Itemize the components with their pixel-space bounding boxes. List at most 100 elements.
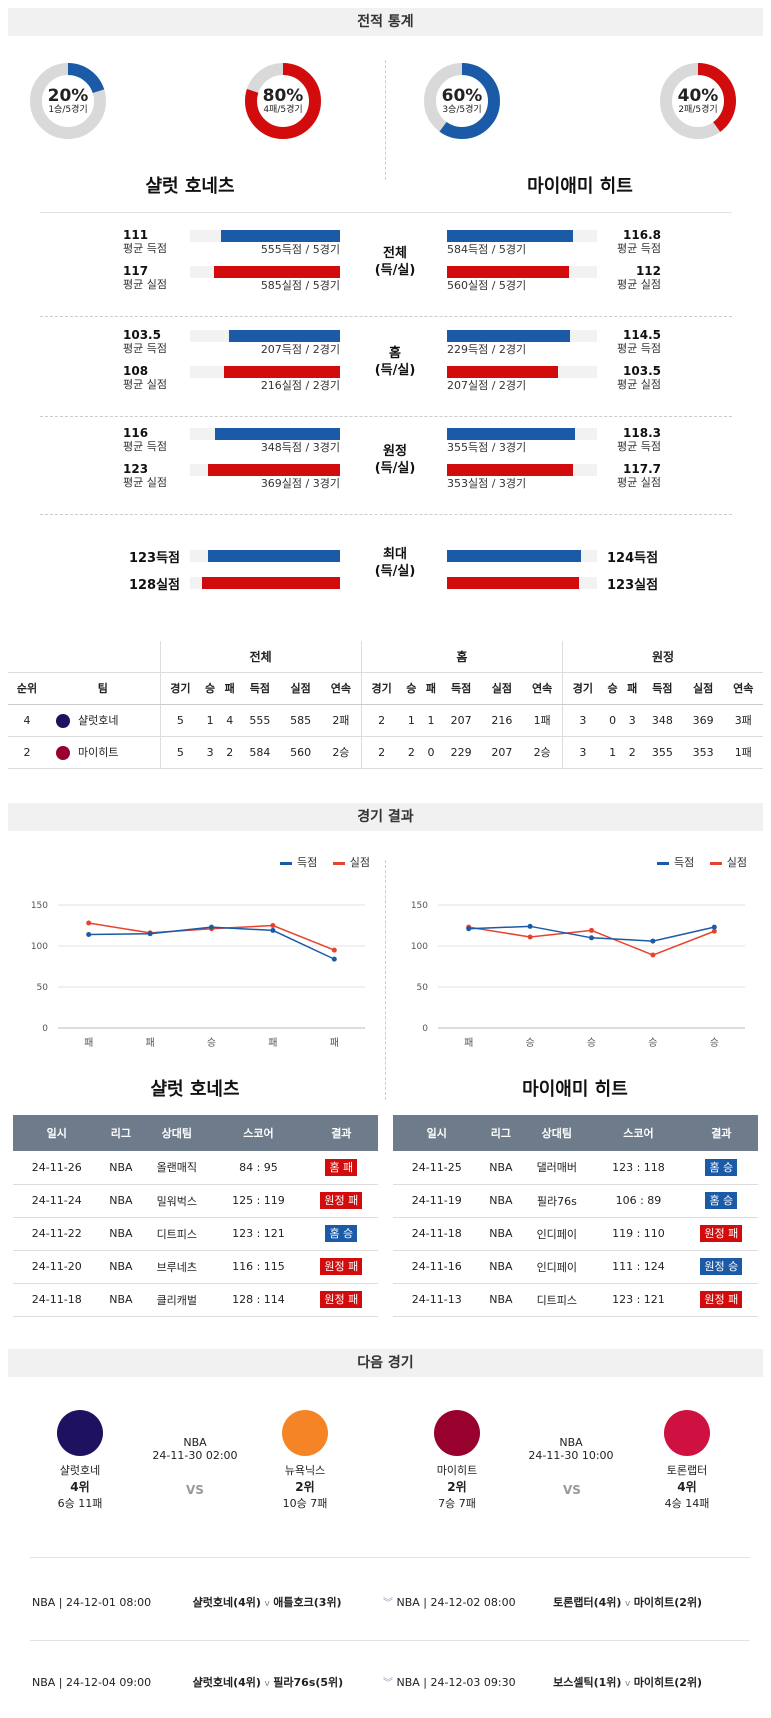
legend-label: 실점	[726, 856, 747, 869]
standings-cell: 560	[280, 736, 321, 769]
donut-ring	[424, 63, 500, 139]
standings-group: 홈	[360, 641, 563, 673]
next-game-away[interactable]: 뉴욕닉스 2위 10승 7패	[255, 1410, 355, 1511]
result-league: NBA	[100, 1250, 142, 1284]
team-logo-icon	[56, 714, 70, 728]
y-tick-label: 150	[31, 901, 48, 911]
bar-track	[447, 230, 597, 242]
divider	[40, 416, 732, 417]
bar-track	[447, 428, 597, 440]
result-cell: 원정 패	[304, 1184, 378, 1218]
results-table-left: 일시 리그 상대팀 스코어 결과 24-11-26 NBA 올랜매직 84 : 95 홈 패 24…	[13, 1115, 378, 1317]
right-bar	[447, 550, 581, 562]
results-col-header: 리그	[100, 1115, 142, 1151]
schedule-item[interactable]: NBA | 24-12-04 09:00 샬럿호네(4위) v 필라76s(5위…	[32, 1674, 343, 1690]
schedule-item[interactable]: ︾ NBA | 24-12-03 09:30 보스셀틱(1위) v 마이히트(2…	[383, 1674, 702, 1690]
right-bar	[447, 428, 575, 440]
results-row[interactable]: 24-11-22 NBA 디트피스 123 : 121 홈 승	[13, 1217, 378, 1251]
standings-cell: 2	[360, 704, 402, 737]
result-league: NBA	[100, 1217, 142, 1251]
right-bar-caption: 207실점 / 2경기	[447, 379, 527, 392]
result-league: NBA	[100, 1283, 142, 1317]
result-score: 123 : 121	[592, 1283, 685, 1317]
schedule-item[interactable]: ︾ NBA | 24-12-02 08:00 토론랩터(4위) v 마이히트(2…	[383, 1594, 702, 1610]
datetime: 24-11-30 02:00	[152, 1449, 238, 1462]
results-row[interactable]: 24-11-25 NBA 댈러매버 123 : 118 홈 승	[393, 1151, 758, 1185]
result-badge: 홈 패	[325, 1158, 358, 1176]
standings-cell: 2	[219, 736, 240, 769]
standings-cell: 0	[602, 704, 623, 737]
result-date: 24-11-19	[393, 1184, 481, 1218]
standings-cell: 3	[561, 704, 603, 737]
results-row[interactable]: 24-11-20 NBA 브루네츠 116 : 115 원정 패	[13, 1250, 378, 1284]
vs-label: VS	[563, 1483, 581, 1497]
standings-col-header: 패	[421, 672, 441, 705]
line-chart-left: 0 50 100 150 패 패 승 패 패	[31, 901, 365, 1049]
right-max-value: 123실점	[607, 578, 659, 593]
data-point	[527, 934, 533, 940]
standings-col-header: 득점	[642, 672, 683, 705]
standings-cell: 1패	[522, 704, 563, 737]
standings-row[interactable]: 2 마이히트 5 3 2 584 560 2승 2 2 0 229 207 2승 3 1 2 355 353 1패	[8, 736, 763, 769]
team-name-left: 샬럿 호네츠	[145, 176, 235, 197]
results-row[interactable]: 24-11-18 NBA 클리캐벌 128 : 114 원정 패	[13, 1283, 378, 1317]
stat-row: 123 평균 실점 369실점 / 3경기 353실점 / 3경기 117.7 평균 실점	[0, 462, 771, 492]
divider	[385, 60, 386, 180]
left-avg-value: 117	[123, 264, 149, 278]
donut-sub: 2패/5경기	[678, 104, 718, 115]
result-opponent: 브루네츠	[141, 1250, 213, 1284]
next-game-home[interactable]: 샬럿호네 4위 6승 11패	[30, 1410, 130, 1511]
result-cell: 원정 패	[304, 1250, 378, 1284]
bar-track	[447, 366, 597, 378]
result-league: NBA	[100, 1151, 142, 1185]
legend-label: 실점	[349, 856, 370, 869]
team-record: 10승 7패	[282, 1497, 328, 1510]
result-badge: 원정 패	[700, 1225, 743, 1242]
team-rank: 4위	[70, 1480, 90, 1494]
left-bar-caption: 348득점 / 3경기	[260, 441, 340, 454]
legend-swatch	[332, 861, 345, 865]
result-cell: 홈 승	[684, 1151, 758, 1185]
results-row[interactable]: 24-11-26 NBA 올랜매직 84 : 95 홈 패	[13, 1151, 378, 1185]
result-date: 24-11-26	[13, 1151, 101, 1185]
results-title-left: 샬럿 호네츠	[150, 1079, 240, 1100]
result-score: 123 : 118	[592, 1151, 685, 1185]
left-avg-value: 111	[123, 228, 149, 242]
next-game-home[interactable]: 마이히트 2위 7승 7패	[407, 1410, 507, 1511]
results-row[interactable]: 24-11-19 NBA 필라76s 106 : 89 홈 승	[393, 1184, 758, 1218]
y-tick-label: 50	[37, 983, 49, 993]
donut-ring	[30, 63, 106, 139]
bar-track	[190, 366, 340, 378]
right-avg-value: 114.5	[623, 328, 661, 342]
results-row[interactable]: 24-11-13 NBA 디트피스 123 : 121 원정 패	[393, 1283, 758, 1317]
result-cell: 원정 승	[684, 1250, 758, 1284]
schedule-item[interactable]: NBA | 24-12-01 08:00 샬럿호네(4위) v 애틀호크(3위)	[32, 1594, 342, 1610]
result-badge: 홈 승	[325, 1225, 358, 1242]
team-name-right: 마이애미 히트	[527, 176, 633, 197]
standings-row[interactable]: 4 샬럿호네 5 1 4 555 585 2패 2 1 1 207 216 1패 3 0 3 348 369 3패	[8, 704, 763, 737]
line-chart-right: 0 50 100 150 패 승 승 승 승	[411, 901, 745, 1049]
standings-col-header: 득점	[440, 672, 482, 705]
data-point	[209, 924, 214, 930]
right-avg-label: 평균 실점	[617, 476, 661, 489]
data-point	[711, 928, 717, 934]
next-game-info: NBA 24-11-30 10:00	[516, 1436, 626, 1462]
standings-cell: 5	[159, 704, 201, 737]
next-game-away[interactable]: 토론랩터 4위 4승 14패	[637, 1410, 737, 1511]
team-record: 7승 7패	[438, 1497, 476, 1510]
donut-ring	[660, 63, 736, 139]
section-header-game-results: 경기 결과	[8, 803, 763, 831]
standings-col-header: 연속	[321, 672, 362, 705]
left-bar-caption: 216실점 / 2경기	[260, 379, 340, 392]
results-row[interactable]: 24-11-16 NBA 인디페이 111 : 124 원정 승	[393, 1250, 758, 1284]
right-bar	[447, 366, 558, 378]
chevron-down-icon: v	[264, 1679, 270, 1689]
schedule-info: NBA | 24-12-02 08:00	[396, 1596, 516, 1609]
results-row[interactable]: 24-11-18 NBA 인디페이 119 : 110 원정 패	[393, 1217, 758, 1251]
data-point	[147, 931, 153, 937]
heat-logo-icon	[434, 1410, 480, 1456]
standings-col-header: 승	[602, 672, 623, 705]
group-label: 최대 (득/실)	[355, 546, 435, 580]
left-bar	[221, 230, 340, 242]
results-row[interactable]: 24-11-24 NBA 밀워벅스 125 : 119 원정 패	[13, 1184, 378, 1218]
